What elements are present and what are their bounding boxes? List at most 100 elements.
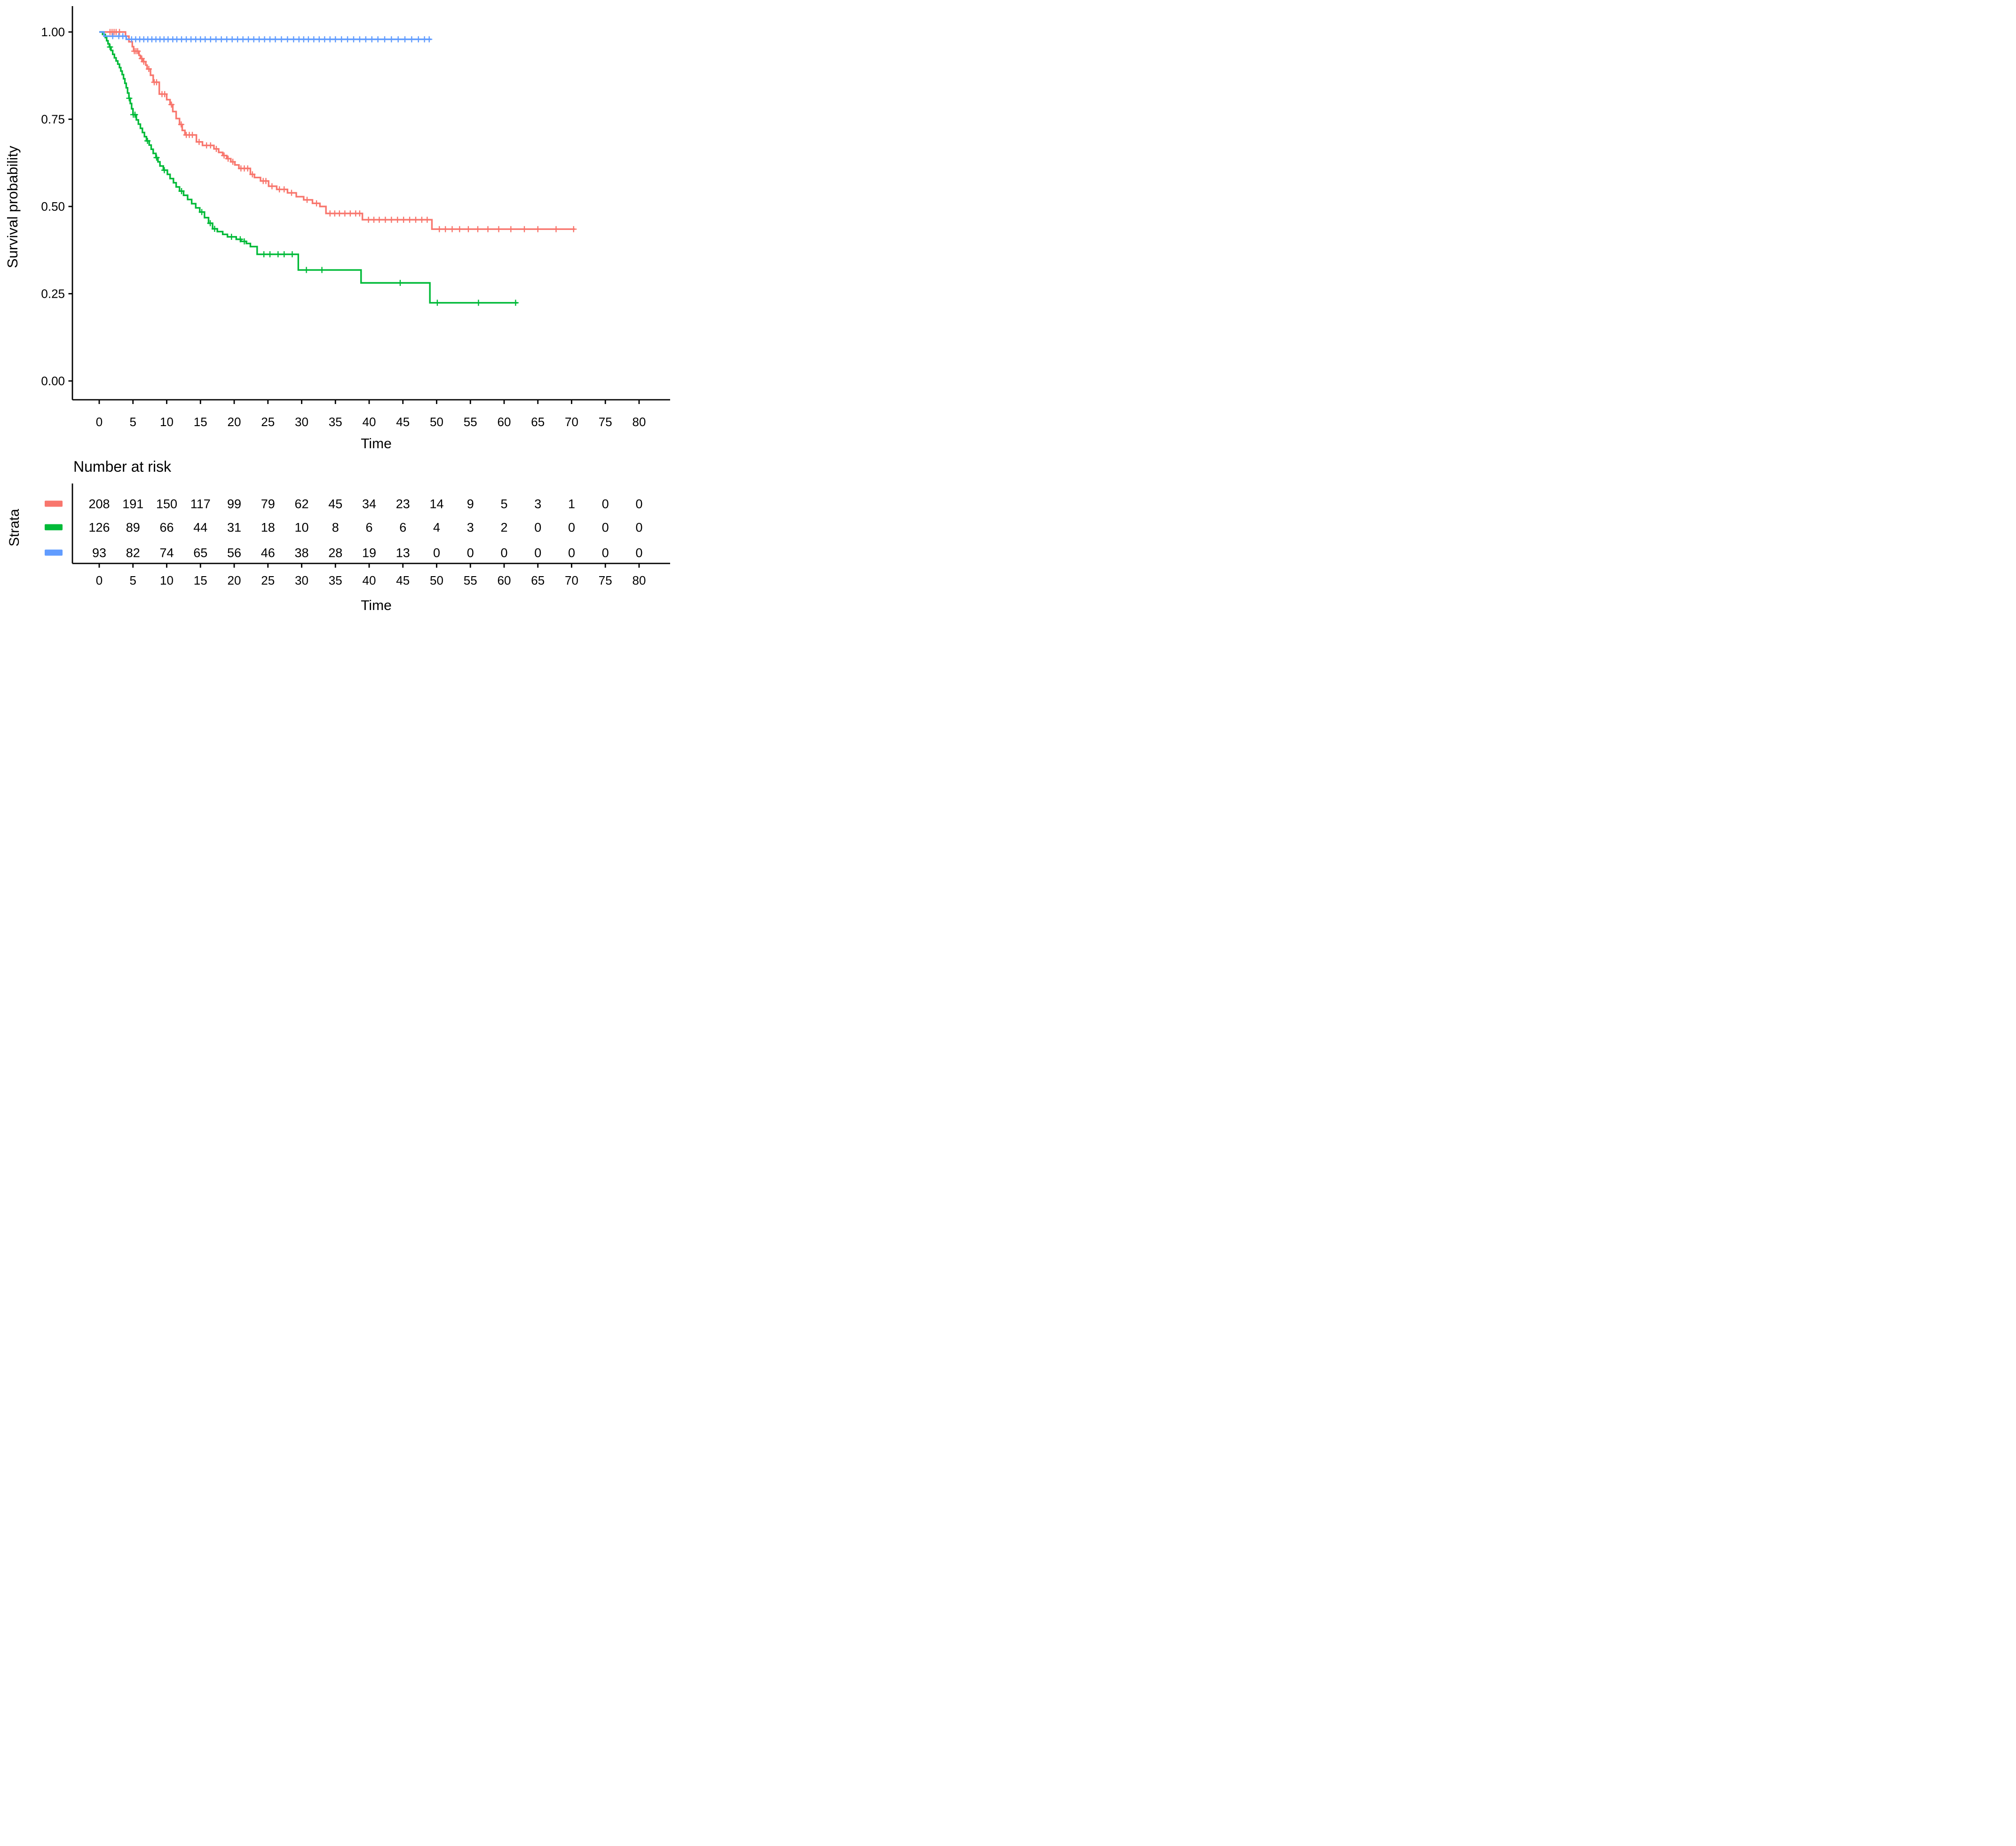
censor-mark (521, 226, 528, 232)
survival-curves (99, 31, 575, 304)
censor-mark (496, 226, 502, 232)
censor-mark (415, 36, 422, 43)
censor-mark (332, 36, 339, 43)
x-axis-title: Time (361, 436, 392, 452)
risk-count: 6 (365, 521, 372, 535)
censor-mark (310, 36, 317, 43)
risk-table-x-tick-label: 65 (531, 573, 545, 587)
censor-mark (267, 36, 273, 43)
censor-mark (356, 210, 363, 217)
x-tick-label: 50 (430, 415, 443, 429)
risk-count: 3 (467, 521, 474, 535)
km-survival-figure: 1.00 0.75 0.50 0.25 0.00 0 5 10 15 20 25 30 35 40 45 50… (0, 0, 672, 615)
censor-mark (474, 226, 481, 232)
censor-mark (207, 220, 213, 227)
x-tick-label: 10 (160, 415, 174, 429)
censor-mark (161, 91, 168, 97)
y-tick-label: 0.50 (41, 199, 65, 214)
censor-mark (153, 154, 160, 161)
risk-count: 56 (227, 546, 241, 560)
risk-count: 65 (193, 546, 207, 560)
censor-mark (281, 186, 287, 193)
censor-mark (369, 36, 375, 43)
censor-mark (316, 36, 323, 43)
x-tick-label: 45 (396, 415, 410, 429)
censor-mark (138, 55, 145, 62)
censor-mark (134, 48, 141, 55)
censor-mark (234, 36, 241, 43)
censor-mark (350, 36, 357, 43)
risk-count: 31 (227, 521, 241, 535)
risk-count: 99 (227, 497, 241, 511)
censor-mark (256, 36, 262, 43)
risk-table-title: Number at risk (73, 458, 172, 475)
risk-table-x-tick-label: 10 (160, 573, 174, 587)
risk-count: 9 (467, 497, 474, 511)
risk-count: 5 (500, 497, 507, 511)
censor-mark (213, 36, 219, 43)
risk-table-x-tick-label: 15 (194, 573, 207, 587)
censor-mark (245, 36, 252, 43)
censor-mark (245, 165, 251, 172)
risk-table-x-tick-label: 40 (363, 573, 376, 587)
censor-mark (327, 36, 333, 43)
censor-mark (400, 216, 407, 223)
y-tick-label: 0.25 (41, 287, 65, 301)
censor-mark (218, 36, 225, 43)
censor-mark (449, 226, 456, 232)
censor-mark (213, 146, 220, 152)
censor-mark (356, 36, 363, 43)
x-tick-label: 65 (531, 415, 545, 429)
risk-count: 0 (602, 521, 609, 535)
risk-count: 44 (193, 521, 207, 535)
risk-count: 0 (500, 546, 507, 560)
censor-mark (397, 279, 403, 286)
strata-axis-title: Strata (7, 509, 22, 547)
censor-mark (363, 36, 369, 43)
censor-mark (161, 167, 167, 174)
censor-mark (341, 210, 348, 217)
risk-count: 0 (534, 521, 541, 535)
censor-mark (241, 238, 248, 245)
censor-mark (272, 36, 279, 43)
censor-mark (553, 226, 559, 232)
risk-count: 191 (122, 497, 143, 511)
censor-mark (319, 267, 325, 273)
risk-count: 0 (433, 546, 440, 560)
censor-mark (249, 171, 256, 178)
censor-mark (262, 178, 269, 184)
x-tick-label: 60 (498, 415, 511, 429)
x-tick-label: 55 (464, 415, 477, 429)
censor-mark (145, 66, 152, 72)
censor-mark (365, 216, 372, 223)
censor-marks (107, 29, 577, 306)
censor-mark (207, 142, 214, 149)
censor-mark (344, 36, 351, 43)
censor-mark (485, 226, 491, 232)
censor-mark (178, 121, 184, 128)
x-tick-label: 20 (228, 415, 241, 429)
risk-count: 82 (126, 546, 140, 560)
censor-mark (388, 36, 395, 43)
risk-count: 6 (399, 521, 406, 535)
risk-count: 2 (500, 521, 507, 535)
censor-mark (507, 226, 514, 232)
censor-mark (347, 210, 354, 217)
risk-table-x-tick-label: 75 (599, 573, 612, 587)
censor-mark (475, 300, 482, 306)
risk-count: 0 (568, 546, 575, 560)
censor-mark (261, 251, 267, 258)
censor-mark (336, 210, 343, 217)
risk-count: 66 (159, 521, 174, 535)
risk-count: 1 (568, 497, 575, 511)
censor-mark (376, 216, 383, 223)
censor-mark (290, 36, 297, 43)
censor-mark (202, 36, 208, 43)
censor-mark (141, 58, 147, 65)
risk-count: 74 (159, 546, 174, 560)
risk-count: 19 (362, 546, 376, 560)
risk-count: 208 (88, 497, 110, 511)
x-tick-label: 40 (363, 415, 376, 429)
censor-mark (394, 216, 401, 223)
